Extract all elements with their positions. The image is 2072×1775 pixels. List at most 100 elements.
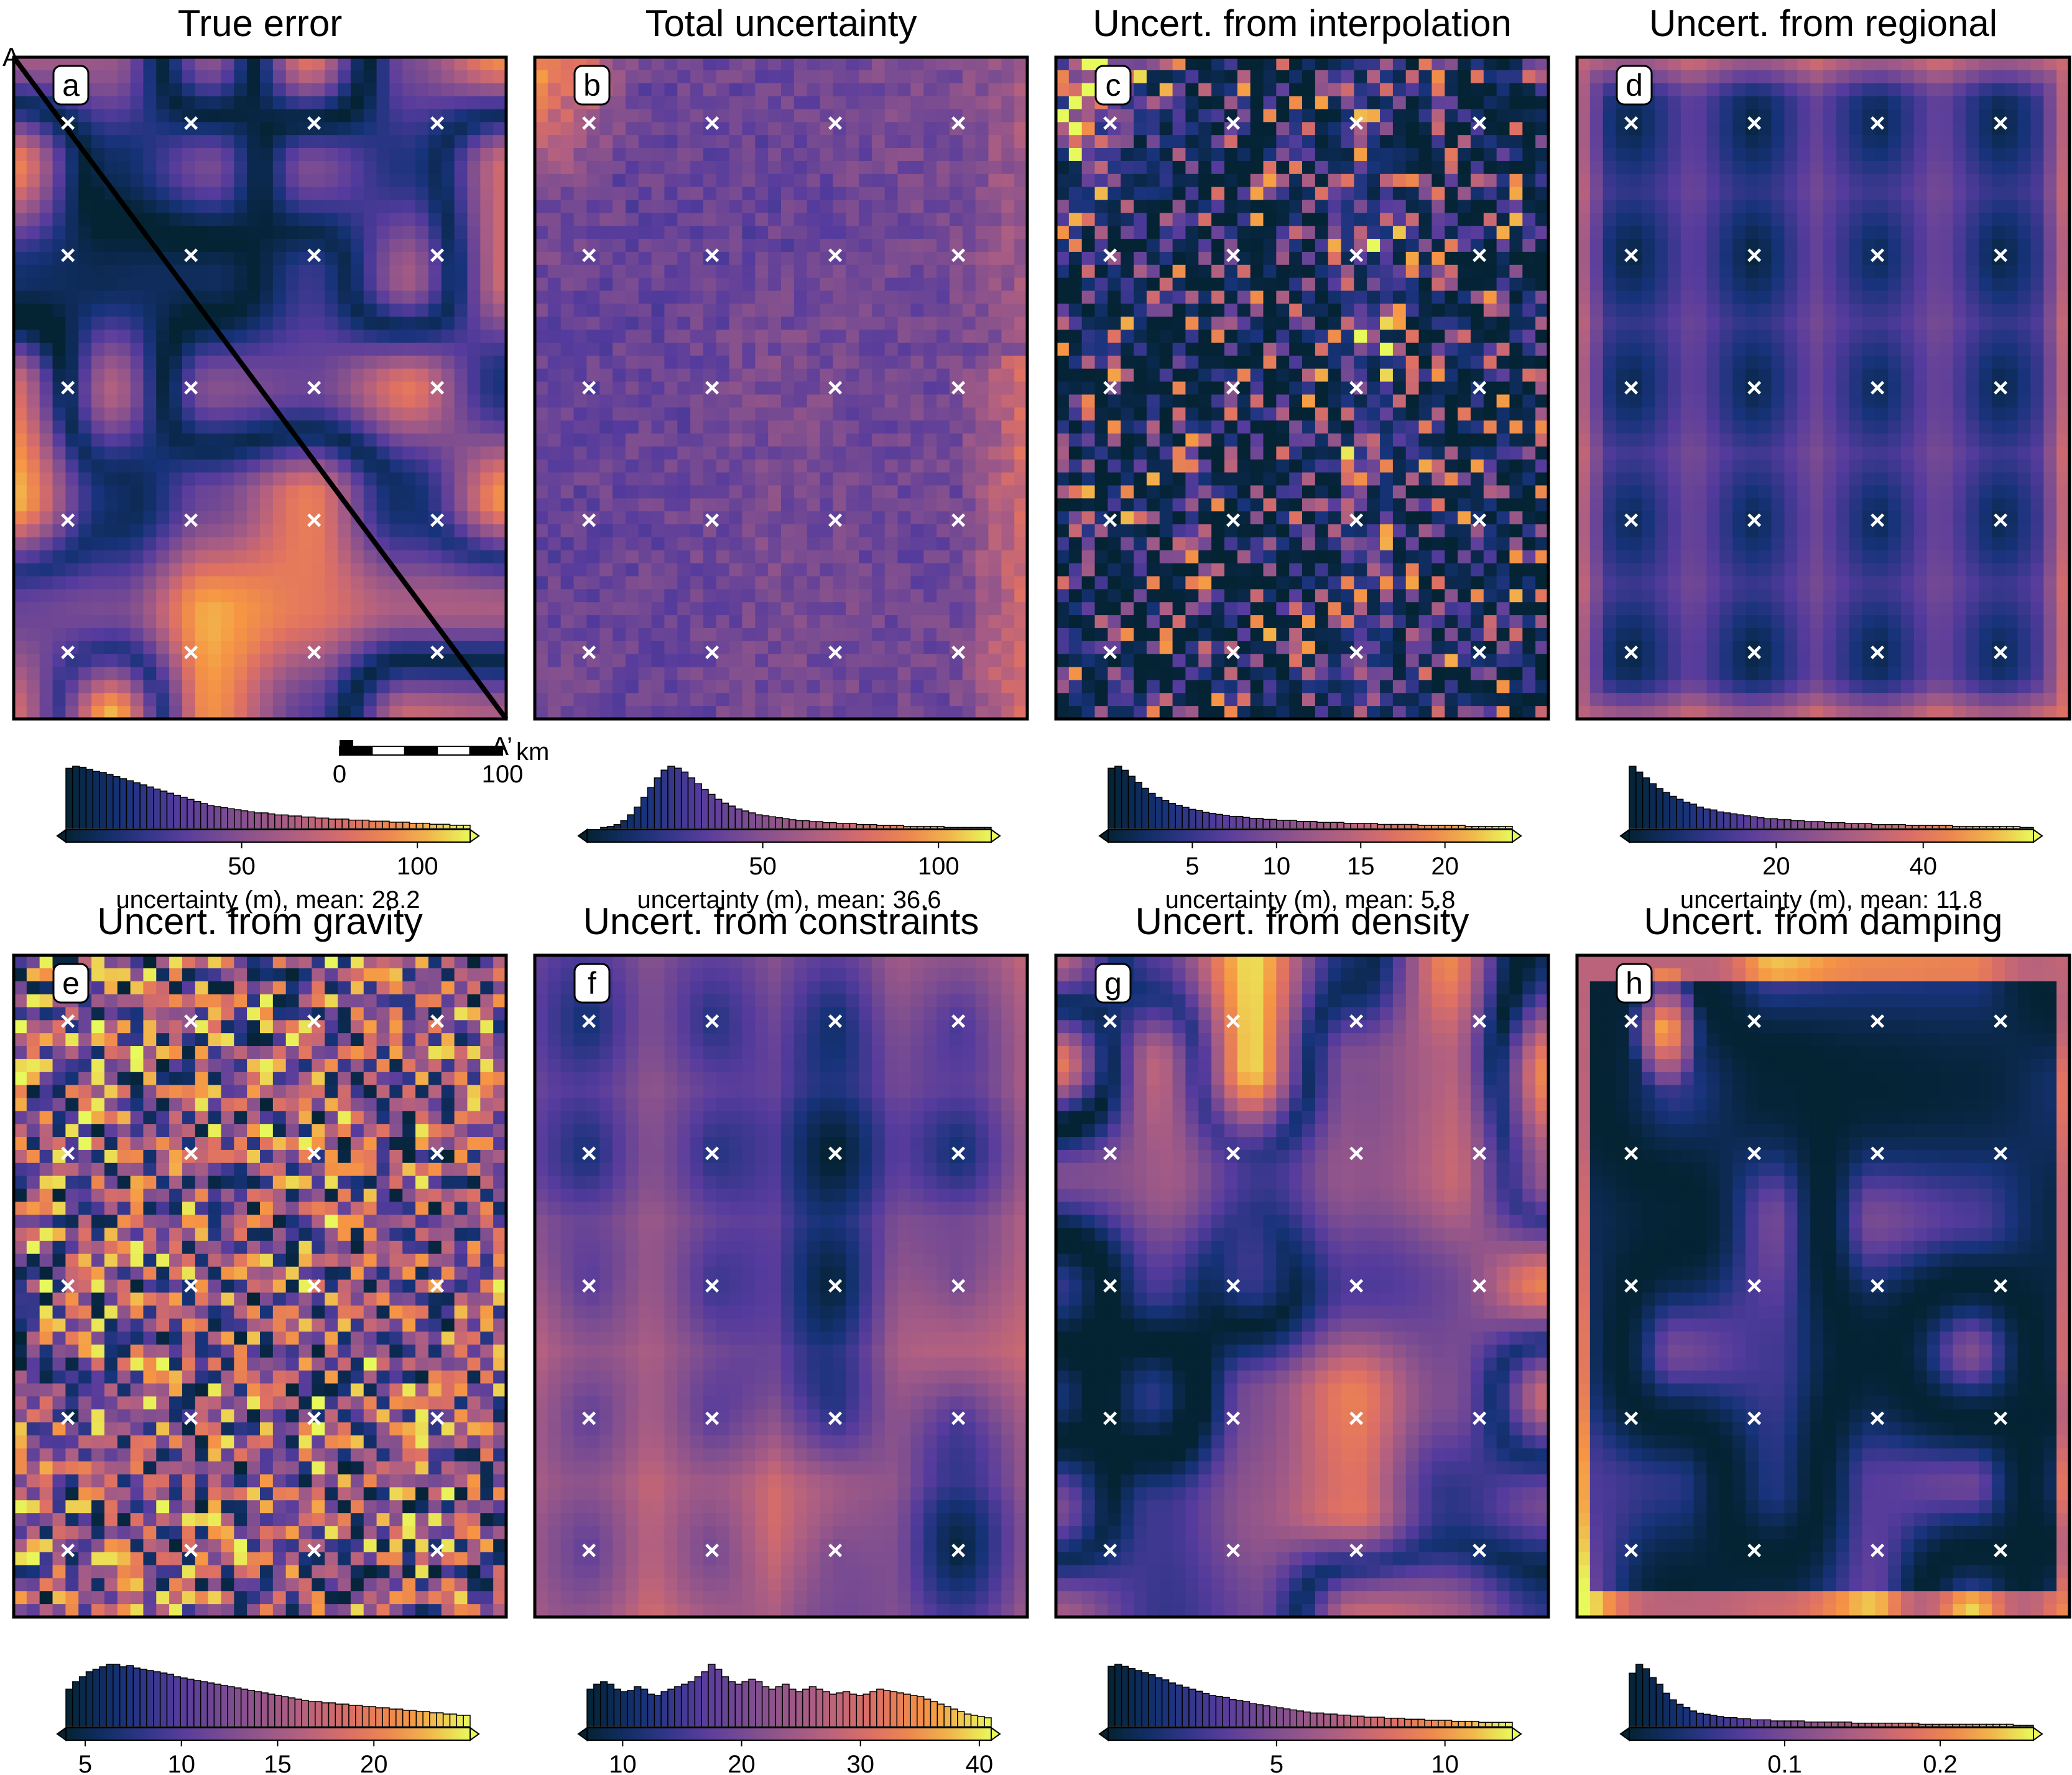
heatmap-cell: [325, 57, 338, 71]
heatmap-cell: [1509, 317, 1523, 330]
heatmap-cell: [793, 498, 808, 512]
heatmap-cell: [143, 576, 157, 590]
heatmap-cell: [389, 693, 403, 707]
heatmap-cell: [651, 122, 665, 136]
heatmap-cell: [729, 433, 743, 447]
heatmap-cell: [402, 187, 416, 201]
heatmap-cell: [677, 420, 691, 434]
heatmap-cell: [573, 251, 587, 266]
heatmap-cell: [1263, 226, 1277, 239]
heatmap-cell: [638, 96, 652, 110]
heatmap-cell: [755, 174, 769, 188]
heatmap-cell: [1509, 290, 1523, 304]
heatmap-cell: [884, 394, 899, 408]
heatmap-cell: [65, 368, 79, 382]
heatmap-cell: [130, 459, 144, 473]
heatmap-cell: [547, 264, 562, 279]
heatmap-cell: [338, 122, 351, 136]
heatmap-cell: [535, 407, 548, 421]
heatmap-cell: [78, 174, 92, 188]
heatmap-cell: [441, 70, 455, 84]
heatmap-cell: [988, 524, 1002, 538]
heatmap-cell: [664, 148, 678, 162]
heatmap-cell: [586, 524, 600, 538]
heatmap-cell: [415, 667, 429, 681]
heatmap-cell: [923, 563, 937, 577]
heatmap-cell: [402, 160, 416, 175]
heatmap-cell: [1522, 122, 1536, 136]
heatmap-cell: [1250, 317, 1264, 330]
heatmap-cell: [1001, 148, 1015, 162]
heatmap-cell: [807, 472, 821, 486]
heatmap-cell: [104, 122, 118, 136]
heatmap-cell: [988, 342, 1002, 356]
heatmap-cell: [716, 290, 730, 304]
heatmap-cell: [1328, 355, 1342, 369]
heatmap-cell: [1211, 174, 1225, 188]
heatmap-cell: [298, 628, 312, 642]
heatmap-cell: [1328, 148, 1342, 162]
heatmap-cell: [325, 628, 338, 642]
heatmap-cell: [91, 407, 105, 421]
heatmap-cell: [897, 317, 912, 330]
histogram-bar: [119, 778, 127, 829]
heatmap-cell: [454, 135, 468, 149]
heatmap-cell: [78, 550, 92, 564]
heatmap-cell: [937, 459, 950, 473]
heatmap-cell: [376, 264, 391, 279]
heatmap-cell: [1509, 174, 1523, 188]
heatmap-cell: [1445, 122, 1458, 136]
heatmap-cell: [547, 226, 562, 239]
heatmap-cell: [781, 680, 795, 693]
heatmap-cell: [234, 472, 247, 486]
heatmap-cell: [988, 251, 1002, 266]
heatmap-cell: [376, 602, 391, 616]
heatmap-cell: [690, 706, 704, 719]
heatmap-cell: [729, 485, 743, 499]
heatmap-cell: [690, 654, 704, 668]
heatmap-cell: [716, 148, 730, 162]
heatmap-cell: [182, 160, 196, 175]
heatmap-cell: [690, 239, 704, 253]
heatmap-cell: [1211, 213, 1225, 226]
heatmap-cell: [195, 498, 209, 512]
heatmap-cell: [742, 589, 756, 603]
heatmap-cell: [208, 472, 222, 486]
heatmap-cell: [480, 277, 494, 292]
heatmap-cell: [1509, 226, 1523, 239]
heatmap-cell: [560, 628, 575, 642]
heatmap-cell: [428, 342, 442, 356]
heatmap-cell: [716, 511, 730, 525]
heatmap-cell: [1458, 342, 1471, 356]
heatmap-cell: [298, 160, 312, 175]
constraint-marker: ×: [704, 108, 720, 138]
heatmap-cell: [949, 680, 963, 693]
heatmap-cell: [39, 135, 53, 149]
heatmap-cell: [52, 135, 66, 149]
heatmap-cell: [586, 459, 600, 473]
heatmap-cell: [1354, 304, 1367, 317]
heatmap-cell: [454, 160, 468, 175]
heatmap-cell: [1250, 226, 1264, 239]
heatmap-cell: [833, 368, 846, 382]
heatmap-cell: [1483, 122, 1497, 136]
heatmap-cell: [807, 251, 821, 266]
heatmap-cell: [454, 537, 468, 551]
heatmap-cell: [1237, 96, 1251, 110]
heatmap-cell: [1001, 174, 1015, 188]
heatmap-cell: [560, 226, 575, 239]
heatmap-cell: [573, 576, 587, 590]
heatmap-cell: [298, 290, 312, 304]
heatmap-cell: [547, 641, 562, 655]
heatmap-cell: [376, 485, 391, 499]
heatmap-cell: [1341, 239, 1354, 253]
heatmap-cell: [325, 459, 338, 473]
heatmap-cell: [703, 70, 717, 84]
heatmap-cell: [560, 96, 575, 110]
heatmap-cell: [962, 70, 976, 84]
heatmap-cell: [781, 239, 795, 253]
heatmap-cell: [910, 680, 924, 693]
heatmap-cell: [182, 511, 196, 525]
heatmap-cell: [104, 589, 118, 603]
heatmap-cell: [677, 317, 691, 330]
